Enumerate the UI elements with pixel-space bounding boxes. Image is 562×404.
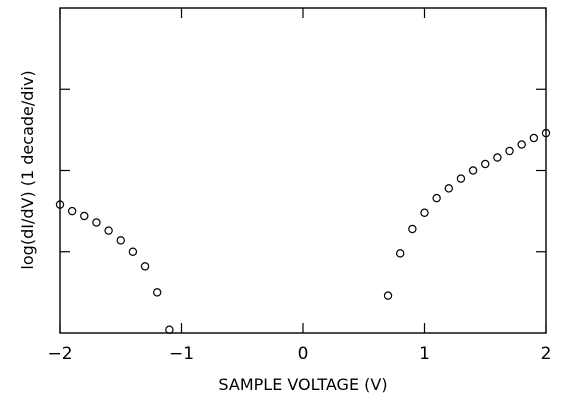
data-point (165, 325, 174, 334)
data-point (92, 218, 101, 227)
data-point (444, 184, 453, 193)
data-point (152, 288, 162, 297)
data-point (383, 291, 393, 300)
data-point (408, 224, 417, 234)
data-point (456, 174, 466, 183)
y-axis-ticks (60, 88, 546, 253)
data-point (80, 211, 89, 221)
plot-frame (59, 7, 547, 334)
data-point (420, 208, 429, 217)
x-tick-label: 0 (298, 344, 309, 364)
data-point (517, 140, 526, 149)
x-tick-label: 1 (419, 344, 430, 364)
x-tick-label: −1 (169, 344, 194, 364)
data-point (140, 262, 150, 271)
data-point (529, 133, 539, 143)
x-axis-ticks (59, 8, 547, 333)
data-point (67, 206, 77, 216)
data-point (432, 193, 441, 203)
data-point (104, 226, 113, 235)
x-tick-label: −2 (47, 344, 72, 364)
data-point (541, 128, 551, 138)
data-point (481, 159, 490, 169)
data-point (396, 249, 405, 258)
data-point (55, 200, 65, 209)
data-point (493, 153, 502, 162)
x-tick-label: 2 (541, 344, 552, 364)
y-axis-label: log(dI/dV) (1 decade/div) (18, 70, 37, 269)
x-axis-tick-labels: −2 −1 0 1 2 (47, 344, 551, 364)
data-point (128, 247, 138, 256)
x-axis-label: SAMPLE VOLTAGE (V) (218, 375, 387, 394)
data-points (55, 128, 551, 334)
data-point (505, 146, 514, 156)
data-point (468, 166, 478, 175)
data-point (116, 236, 125, 245)
